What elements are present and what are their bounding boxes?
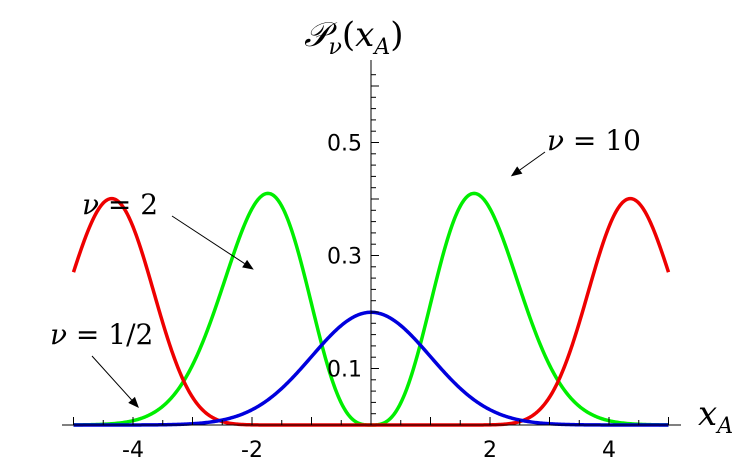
annotation-nu-half-label: ν = 1/2 [50, 318, 153, 351]
annotation-nu-half-arrow [91, 355, 132, 401]
annotation-nu-2: ν = 2 [82, 188, 254, 270]
x-tick-label: 4 [602, 438, 616, 463]
y-axis-title: 𝒫ν(xA) [304, 15, 404, 60]
x-axis: -4 -2 2 4 [62, 417, 681, 463]
annotation-nu-half-arrowhead [128, 396, 139, 409]
y-tick-label: 0.3 [327, 245, 362, 270]
annotation-nu-half: ν = 1/2 [50, 318, 153, 409]
annotation-nu-10-arrow [519, 151, 546, 171]
x-axis-title: xA [698, 394, 733, 439]
annotation-nu-10: ν = 10 [510, 124, 641, 177]
x-tick-label: -4 [122, 438, 144, 463]
annotation-nu-2-arrowhead [242, 259, 254, 270]
annotation-nu-10-label: ν = 10 [547, 124, 641, 157]
y-tick-label: 0.1 [327, 358, 362, 383]
y-tick-label: 0.5 [327, 132, 362, 157]
x-tick-label: -2 [241, 438, 263, 463]
annotation-nu-2-arrow [171, 215, 245, 265]
x-tick-label: 2 [483, 438, 497, 463]
annotation-nu-10-arrowhead [510, 166, 523, 177]
annotation-nu-2-label: ν = 2 [82, 188, 158, 221]
y-axis: 0.1 0.3 0.5 [327, 60, 379, 425]
